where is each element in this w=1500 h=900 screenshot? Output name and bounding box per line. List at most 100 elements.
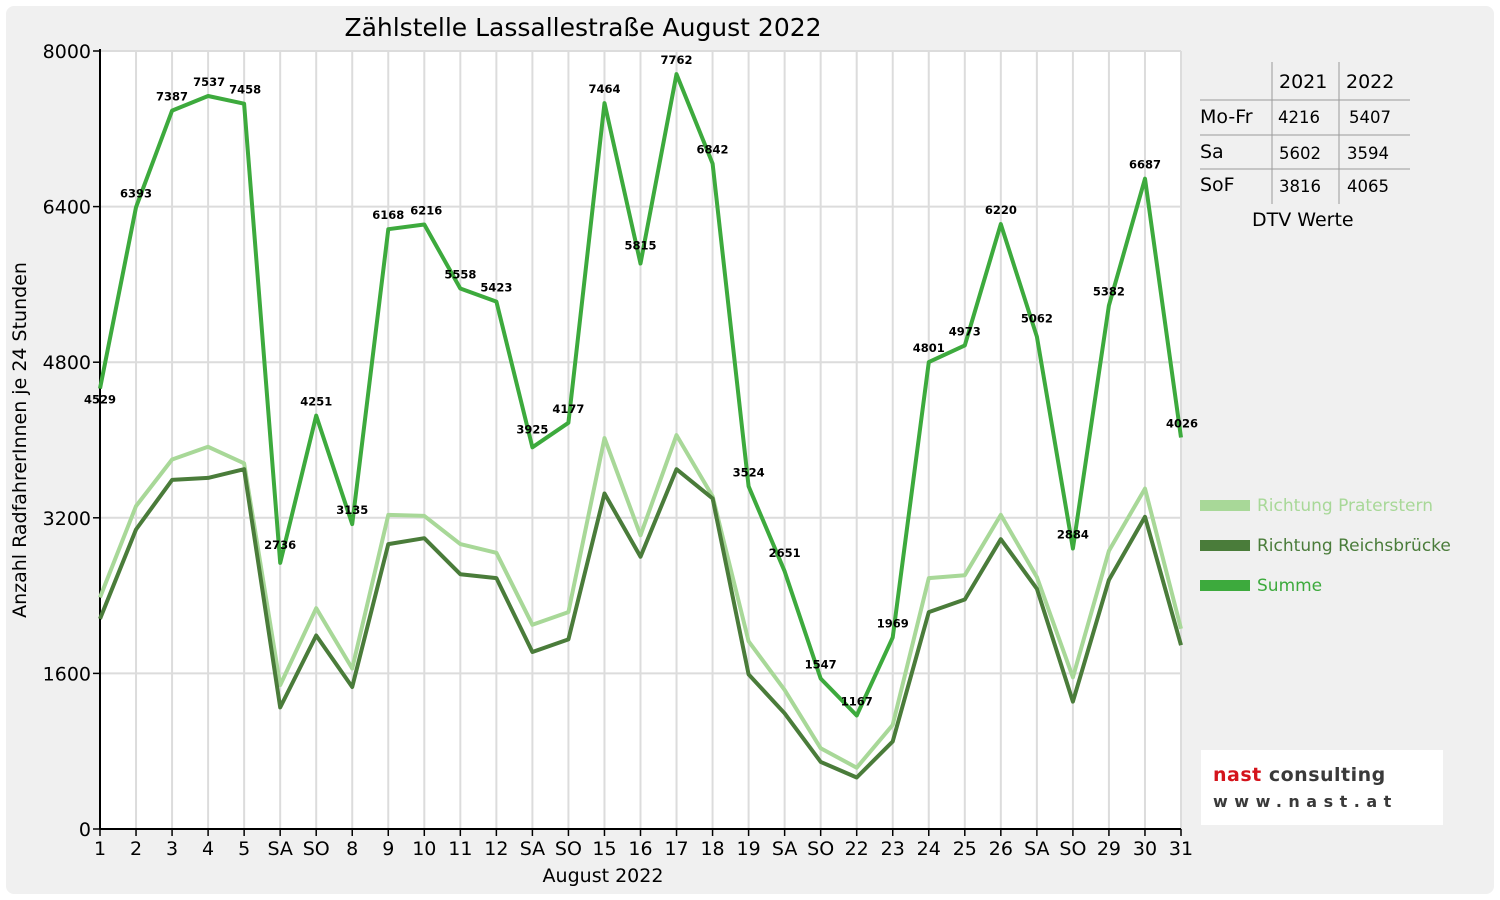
dtv-caption: DTV Werte — [1252, 209, 1354, 231]
legend: Richtung Praterstern Richtung Reichsbrück… — [1200, 496, 1451, 596]
legend-swatch-praterstern — [1200, 500, 1250, 511]
dtv-col-2022: 2022 — [1346, 71, 1395, 93]
x-tick-label: 17 — [664, 838, 688, 860]
grid — [100, 50, 1182, 829]
data-label: 2884 — [1057, 528, 1089, 542]
logo-name-part1: nast — [1213, 764, 1262, 786]
data-label: 3135 — [336, 503, 368, 517]
data-label: 4177 — [552, 402, 584, 416]
data-label: 5423 — [480, 281, 512, 295]
x-tick-label: 24 — [917, 838, 941, 860]
data-label: 3524 — [733, 465, 765, 479]
x-tick-label: SA — [520, 838, 545, 860]
x-axis-title: August 2022 — [543, 865, 664, 887]
data-label: 2651 — [769, 546, 801, 560]
legend-swatch-summe — [1200, 580, 1250, 591]
data-label: 4529 — [84, 393, 116, 407]
legend-swatch-reichsbruecke — [1200, 540, 1250, 551]
dtv-col-2021: 2021 — [1279, 71, 1328, 93]
x-tick-label: 29 — [1097, 838, 1121, 860]
x-tick-label: SO — [303, 838, 330, 860]
data-label: 6220 — [985, 203, 1017, 217]
dtv-table: 2021 2022 Mo-Fr 4216 5407 Sa 5602 3594 S… — [1200, 62, 1415, 242]
dtv-value: 3594 — [1347, 144, 1389, 163]
logo-name: nast consulting — [1213, 764, 1386, 786]
x-tick-label: 23 — [881, 838, 905, 860]
y-tick-label: 0 — [79, 819, 91, 841]
data-label: 1969 — [877, 617, 909, 631]
nast-consulting-logo: nast consulting www.nast.at — [1201, 750, 1443, 825]
dtv-row-label: SoF — [1200, 174, 1235, 196]
x-tick-label: SA — [267, 838, 292, 860]
x-tick-label: 19 — [737, 838, 761, 860]
x-tick-label: 11 — [448, 838, 472, 860]
logo-url: www.nast.at — [1213, 792, 1398, 811]
dtv-value: 4065 — [1347, 177, 1389, 196]
x-tick-label: 31 — [1169, 838, 1193, 860]
x-tick-label: 3 — [166, 838, 178, 860]
x-tick-label: 10 — [412, 838, 436, 860]
data-label: 5815 — [624, 238, 656, 252]
x-tick-label: 2 — [130, 838, 142, 860]
data-label: 4251 — [300, 395, 332, 409]
dtv-grid-lines — [1200, 62, 1410, 204]
dtv-row-label: Sa — [1200, 141, 1224, 163]
x-tick-label: 8 — [346, 838, 358, 860]
data-label: 1167 — [841, 695, 873, 709]
x-tick-label: SO — [555, 838, 582, 860]
dtv-value: 4216 — [1278, 108, 1320, 127]
data-label: 5062 — [1021, 312, 1053, 326]
dtv-value: 3816 — [1279, 177, 1321, 196]
data-label: 6168 — [372, 208, 404, 222]
legend-label-praterstern: Richtung Praterstern — [1257, 496, 1433, 516]
data-label: 2736 — [264, 538, 296, 552]
x-tick-label: SA — [772, 838, 797, 860]
data-label: 5382 — [1093, 285, 1125, 299]
x-tick-label: 18 — [700, 838, 724, 860]
data-label: 7464 — [588, 82, 620, 96]
x-tick-label: 25 — [953, 838, 977, 860]
y-tick-label: 3200 — [43, 508, 91, 530]
data-label: 7762 — [661, 53, 693, 67]
data-label: 6216 — [410, 203, 442, 217]
y-tick-label: 6400 — [43, 197, 91, 219]
dtv-row-label: Mo-Fr — [1200, 106, 1253, 128]
x-tick-label: 4 — [202, 838, 214, 860]
dtv-value: 5602 — [1279, 144, 1321, 163]
data-label: 4026 — [1166, 416, 1198, 430]
x-tick-label: SA — [1024, 838, 1049, 860]
x-tick-label: 26 — [989, 838, 1013, 860]
y-axis-title: Anzahl RadfahrerInnen je 24 Stunden — [9, 262, 31, 618]
data-label: 5558 — [444, 267, 476, 281]
chart-title: Zählstelle Lassallestraße August 2022 — [344, 13, 821, 42]
x-tick-label: 16 — [628, 838, 652, 860]
data-label: 7387 — [156, 90, 188, 104]
data-label: 1547 — [805, 658, 837, 672]
x-tick-label: 15 — [592, 838, 616, 860]
y-tick-label: 4800 — [43, 352, 91, 374]
x-tick-label: SO — [807, 838, 834, 860]
data-label: 6842 — [697, 143, 729, 157]
y-tick-label: 8000 — [43, 41, 91, 63]
logo-name-part2: consulting — [1261, 764, 1386, 786]
data-label: 4973 — [949, 324, 981, 338]
series-line-reichsbruecke — [98, 467, 1183, 780]
y-tick-label: 1600 — [43, 663, 91, 685]
series-line-praterstern — [98, 433, 1183, 770]
series-line-summe — [98, 72, 1183, 718]
x-tick-label: 9 — [382, 838, 394, 860]
dtv-value: 5407 — [1349, 108, 1391, 127]
x-tick-label: 1 — [94, 838, 106, 860]
x-tick-label: 22 — [845, 838, 869, 860]
data-label: 6393 — [120, 186, 152, 200]
x-tick-label: 12 — [484, 838, 508, 860]
x-tick-label: 5 — [238, 838, 250, 860]
data-label: 6687 — [1129, 158, 1161, 172]
data-label: 7458 — [229, 83, 261, 97]
data-label: 7537 — [193, 75, 225, 89]
data-labels: 4529 6393 7387 7537 7458 2736 4251 3135 6168 6216… — [84, 53, 1198, 708]
data-label: 3925 — [516, 422, 548, 436]
legend-label-reichsbruecke: Richtung Reichsbrücke — [1257, 536, 1451, 556]
